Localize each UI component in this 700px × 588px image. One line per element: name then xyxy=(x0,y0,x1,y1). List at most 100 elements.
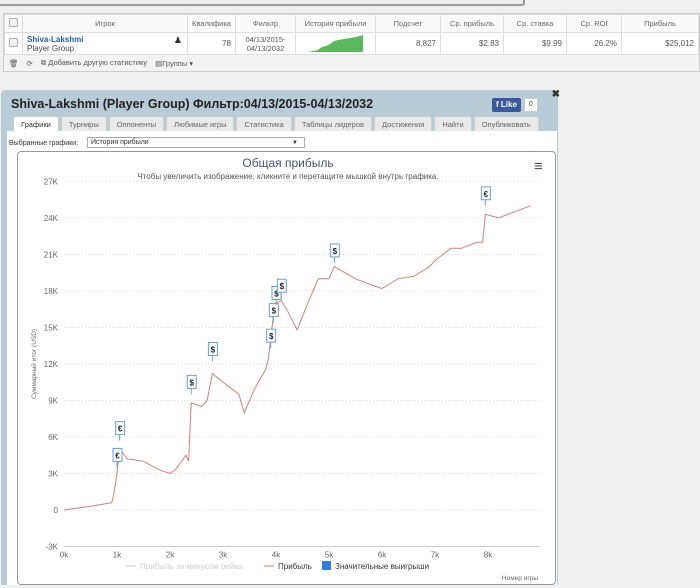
col-player[interactable]: Игрок xyxy=(22,14,188,33)
y-tick-label: 6K xyxy=(48,433,58,442)
y-tick-label: 12K xyxy=(44,360,59,369)
col-count[interactable]: Подсчет xyxy=(375,14,441,33)
big-win-label: $ xyxy=(333,247,338,256)
tab-statistics[interactable]: Статистика xyxy=(236,116,292,131)
dialog-title: Shiva-Lakshmi (Player Group) Фильтр:04/1… xyxy=(11,97,374,111)
y-tick-label: 3K xyxy=(48,469,58,478)
big-win-label: $ xyxy=(189,378,194,387)
profit-sparkline xyxy=(308,34,363,52)
col-profit[interactable]: Прибыль xyxy=(621,14,699,33)
big-win-label: $ xyxy=(269,332,274,341)
refresh-icon[interactable]: ⟳ xyxy=(26,58,33,68)
x-tick-label: 3k xyxy=(219,551,228,560)
stats-table: Игрок Квалифика Фильтр История прибыли П… xyxy=(4,14,699,55)
x-tick-label: 8k xyxy=(484,551,493,560)
x-tick-label: 7k xyxy=(431,551,440,560)
y-tick-label: 27K xyxy=(44,177,59,186)
big-win-label: $ xyxy=(211,346,216,355)
big-win-label: € xyxy=(118,425,123,434)
player-dialog: Shiva-Lakshmi (Player Group) Фильтр:04/1… xyxy=(1,89,560,585)
legend-profit: Прибыль xyxy=(278,562,312,571)
x-tick-label: 5k xyxy=(325,551,334,560)
big-win-label: $ xyxy=(280,282,285,291)
fb-like-count: 0 xyxy=(523,98,538,112)
big-win-label: $ xyxy=(274,290,279,299)
add-stat-button[interactable]: ⧉ Добавить другую статистику xyxy=(40,58,148,67)
dialog-body: Выбранные графики: История прибыли ▼ Обща… xyxy=(7,131,557,585)
big-win-marker xyxy=(207,342,218,357)
groups-button[interactable]: ▤Группы ▾ xyxy=(155,58,194,68)
tab-publish[interactable]: Опубликовать xyxy=(473,116,539,131)
select-all-checkbox[interactable] xyxy=(9,18,18,27)
row-checkbox[interactable] xyxy=(9,38,18,47)
big-win-marker xyxy=(112,447,123,462)
chart-title: Общая прибыль xyxy=(242,156,333,170)
col-filter[interactable]: Фильтр xyxy=(235,14,296,33)
big-win-label: $ xyxy=(272,307,277,316)
y-tick-label: 0 xyxy=(54,506,59,515)
tab-achievements[interactable]: Достижения xyxy=(374,116,433,131)
y-tick-label: 24K xyxy=(44,214,59,223)
top-panel-edge xyxy=(0,0,525,6)
big-win-label: € xyxy=(484,190,489,199)
profit-value: $25,012 xyxy=(621,32,699,55)
add-stat-label: Добавить другую статистику xyxy=(48,58,148,67)
big-win-label: € xyxy=(115,451,120,460)
profit-line xyxy=(63,205,531,511)
chart-select[interactable]: История прибыли ▼ xyxy=(87,137,305,148)
x-tick-label: 4k xyxy=(272,551,281,560)
x-tick-label: 0k xyxy=(60,551,69,560)
network-icon: ♟ xyxy=(173,35,182,45)
groups-label: Группы ▾ xyxy=(162,58,194,68)
y-tick-label: -3K xyxy=(46,543,59,552)
player-name-link[interactable]: Shiva-Lakshmi xyxy=(27,34,84,44)
tab-leaderboards[interactable]: Таблицы лидеров xyxy=(293,116,373,131)
avg-roi-value: 26.2% xyxy=(566,32,622,55)
chart-select-value: История прибыли xyxy=(91,139,149,146)
tab-tournaments[interactable]: Турниры xyxy=(60,116,107,131)
trash-icon[interactable]: 🗑 xyxy=(9,58,19,68)
fb-like-label: Like xyxy=(500,100,517,109)
count-value: 8,827 xyxy=(375,32,441,55)
col-avg-stake[interactable]: Ср. ставка xyxy=(503,14,567,33)
chart-subtitle: Чтобы увеличить изображение, кликните и … xyxy=(137,172,438,181)
x-axis-label: Номер игры xyxy=(502,575,538,582)
stats-table-panel: Игрок Квалифика Фильтр История прибыли П… xyxy=(3,13,700,72)
big-win-marker xyxy=(480,186,491,201)
filter-value: 04/13/2015-04/13/2032 xyxy=(235,32,296,55)
col-avg-roi[interactable]: Ср. ROI xyxy=(566,14,622,33)
qualification-value: 78 xyxy=(187,32,236,55)
x-tick-label: 2k xyxy=(166,551,175,560)
dialog-tabs: Графики Турниры Оппоненты Любимые игры С… xyxy=(13,116,539,131)
y-tick-label: 9K xyxy=(48,396,58,405)
tab-charts[interactable]: Графики xyxy=(13,116,59,131)
avg-profit-value: $2.83 xyxy=(440,32,504,55)
close-icon[interactable]: ✖ xyxy=(551,89,560,100)
big-win-marker xyxy=(276,278,287,293)
y-tick-label: 18K xyxy=(44,287,59,296)
x-tick-label: 6k xyxy=(378,551,387,560)
col-avg-profit[interactable]: Ср. прибыль xyxy=(440,14,504,33)
table-header-row: Игрок Квалифика Фильтр История прибыли П… xyxy=(4,14,699,33)
big-win-marker xyxy=(329,243,340,258)
y-tick-label: 15K xyxy=(44,323,59,332)
y-axis-label: Суммарный итог (USD) xyxy=(30,329,38,399)
x-tick-label: 1k xyxy=(113,551,122,560)
table-row: Shiva-Lakshmi Player Group ♟ 78 04/13/20… xyxy=(4,32,699,55)
facebook-like: f Like 0 xyxy=(492,98,538,112)
player-group: Player Group xyxy=(27,43,75,53)
big-win-marker xyxy=(186,374,197,389)
avg-stake-value: $9.99 xyxy=(503,32,567,55)
profit-chart[interactable]: Общая прибыль Чтобы увеличить изображение… xyxy=(18,152,557,586)
menu-icon[interactable]: ≡ xyxy=(534,158,543,175)
fb-like-button[interactable]: f Like xyxy=(492,98,521,112)
stats-toolbar: 🗑 ⟳ ⧉ Добавить другую статистику ▤Группы… xyxy=(4,55,699,71)
chart-container: Общая прибыль Чтобы увеличить изображение… xyxy=(17,151,556,585)
tab-find[interactable]: Найти xyxy=(434,116,472,131)
col-qualification[interactable]: Квалифика xyxy=(187,14,236,33)
col-profit-history[interactable]: История прибыли xyxy=(295,14,376,33)
tab-favorite-games[interactable]: Любимые игры xyxy=(166,116,235,131)
tab-opponents[interactable]: Оппоненты xyxy=(108,116,165,131)
legend-big-wins-swatch xyxy=(322,561,331,570)
y-tick-label: 21K xyxy=(44,250,59,259)
